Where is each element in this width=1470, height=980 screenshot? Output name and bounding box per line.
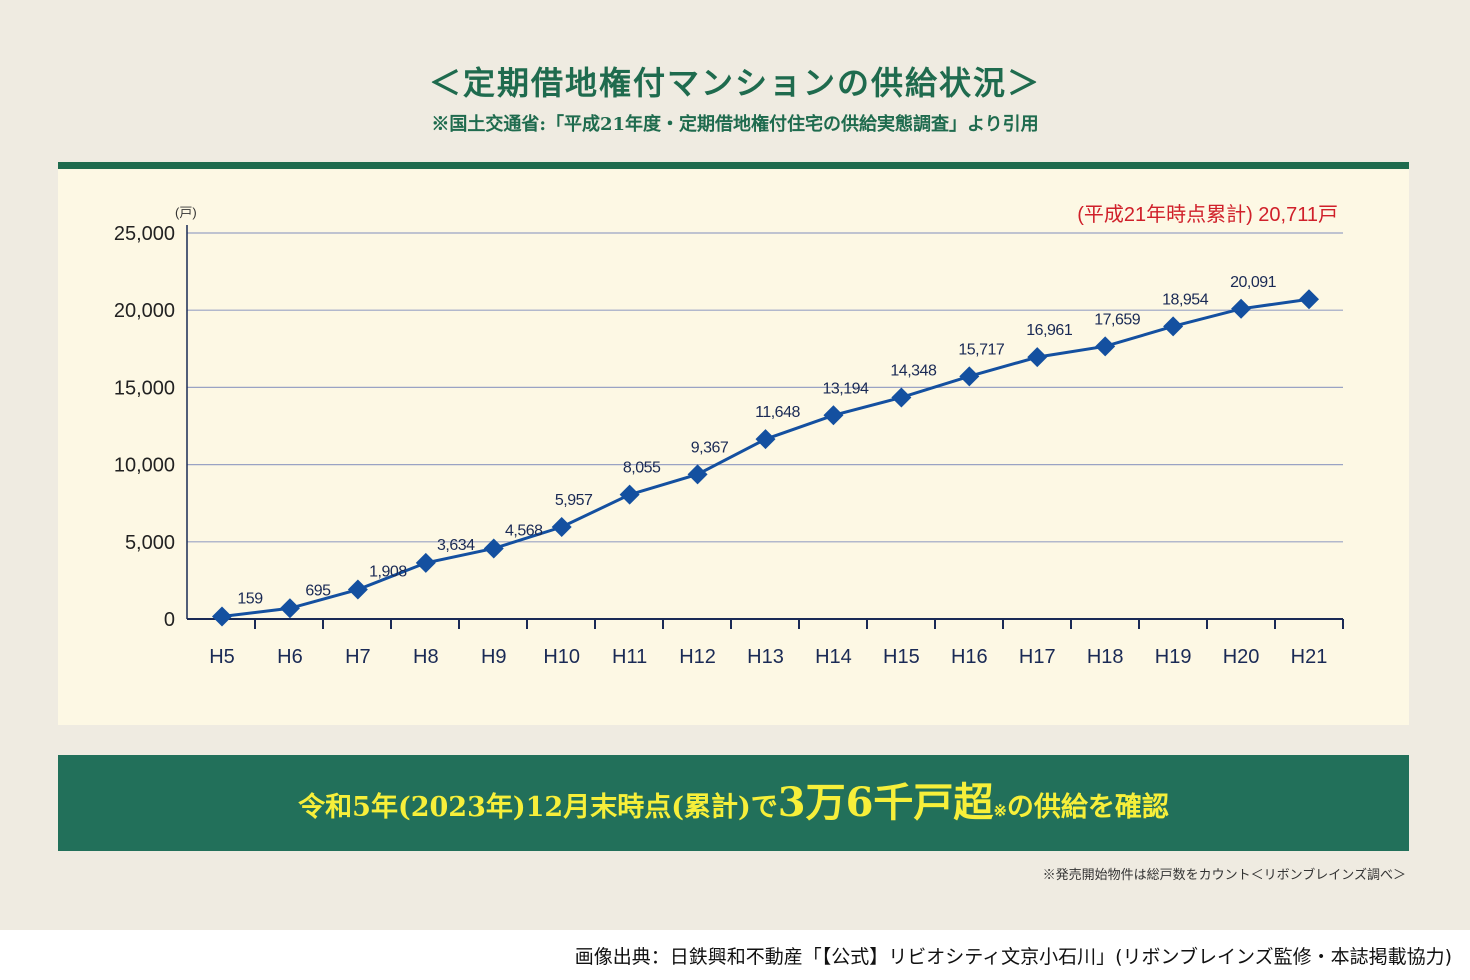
- data-point: [619, 484, 640, 505]
- data-point: [1027, 347, 1048, 368]
- summary-banner: 令和5年(2023年)12月末時点(累計)で3万6千戸超※の供給を確認: [58, 755, 1409, 851]
- banner-note-mark: ※: [993, 801, 1007, 820]
- y-tick-label: 20,000: [114, 300, 175, 322]
- data-label: 16,961: [1026, 322, 1073, 339]
- data-label: 17,659: [1094, 311, 1141, 328]
- x-tick-label: H13: [747, 646, 784, 668]
- data-point: [212, 606, 232, 627]
- data-point: [483, 538, 504, 559]
- data-label: 4,568: [505, 522, 543, 539]
- chart-panel: 0 5,000 10,000 15,000 20,000 25,000 (戸) H5 H6 H7 H…: [58, 162, 1409, 725]
- y-tick-label: 0: [164, 609, 175, 631]
- total-annotation: (平成21年時点累計) 20,711戸: [1077, 203, 1338, 226]
- x-tick-label: H21: [1291, 646, 1328, 668]
- data-label: 3,634: [437, 537, 475, 554]
- data-label: 14,348: [890, 362, 937, 379]
- data-label: 11,648: [755, 404, 800, 421]
- data-point: [1299, 289, 1319, 310]
- x-tick-label: H15: [883, 646, 920, 668]
- data-point: [279, 598, 300, 619]
- x-tick-label: H6: [277, 646, 303, 668]
- data-label: 1,908: [369, 564, 407, 581]
- data-label: 20,091: [1230, 274, 1277, 291]
- x-tick-label: H16: [951, 646, 988, 668]
- banner-text-2: の供給を確認: [1006, 792, 1169, 823]
- data-point: [687, 464, 708, 485]
- data-label: 8,055: [623, 460, 661, 477]
- y-axis-unit: (戸): [175, 205, 197, 220]
- x-tick-label: H5: [209, 646, 235, 668]
- x-tick-label: H17: [1019, 646, 1056, 668]
- data-point: [1095, 336, 1116, 357]
- data-label: 5,957: [555, 492, 593, 509]
- data-point: [1231, 298, 1252, 319]
- data-label: 159: [237, 591, 263, 608]
- x-tick-label: H20: [1223, 646, 1260, 668]
- page-subtitle: ※国土交通省:「平成21年度・定期借地権付住宅の供給実態調査」より引用: [431, 114, 1039, 135]
- y-tick-label: 25,000: [114, 223, 175, 245]
- y-tick-label: 15,000: [114, 377, 175, 399]
- data-label: 13,194: [822, 380, 869, 397]
- x-tick-label: H18: [1087, 646, 1124, 668]
- x-tick-label: H19: [1155, 646, 1192, 668]
- data-point: [823, 405, 844, 426]
- banner-text-1: 令和5年(2023年)12月末時点(累計)で: [298, 792, 778, 823]
- image-credit: 画像出典：日鉄興和不動産「【公式】リビオシティ文京小石川」(リボンブレインズ監修…: [574, 946, 1452, 968]
- data-point: [415, 552, 436, 573]
- data-point: [755, 429, 776, 450]
- y-tick-label: 5,000: [125, 532, 175, 554]
- data-label: 695: [305, 582, 331, 599]
- data-point: [1163, 316, 1184, 337]
- x-tick-label: H14: [815, 646, 852, 668]
- data-point: [551, 517, 572, 538]
- y-tick-label: 10,000: [114, 455, 175, 477]
- data-label: 9,367: [691, 439, 729, 456]
- line-chart: 0 5,000 10,000 15,000 20,000 25,000(戸) H5 H6 H7 H…: [114, 203, 1344, 668]
- x-tick-label: H12: [679, 646, 716, 668]
- data-point: [959, 366, 980, 387]
- data-point: [891, 387, 912, 408]
- x-tick-label: H11: [612, 646, 647, 668]
- x-tick-label: H8: [413, 646, 439, 668]
- page-title: ＜定期借地権付マンションの供給状況＞: [428, 64, 1041, 102]
- x-tick-label: H10: [543, 646, 580, 668]
- footnote: ※発売開始物件は総戸数をカウント＜リボンブレインズ調べ＞: [1042, 868, 1406, 883]
- x-tick-label: H9: [481, 646, 507, 668]
- data-label: 18,954: [1162, 291, 1209, 308]
- data-point: [347, 579, 368, 600]
- x-tick-label: H7: [345, 646, 371, 668]
- banner-highlight: 3万6千戸超: [777, 779, 994, 826]
- data-label: 15,717: [958, 341, 1005, 358]
